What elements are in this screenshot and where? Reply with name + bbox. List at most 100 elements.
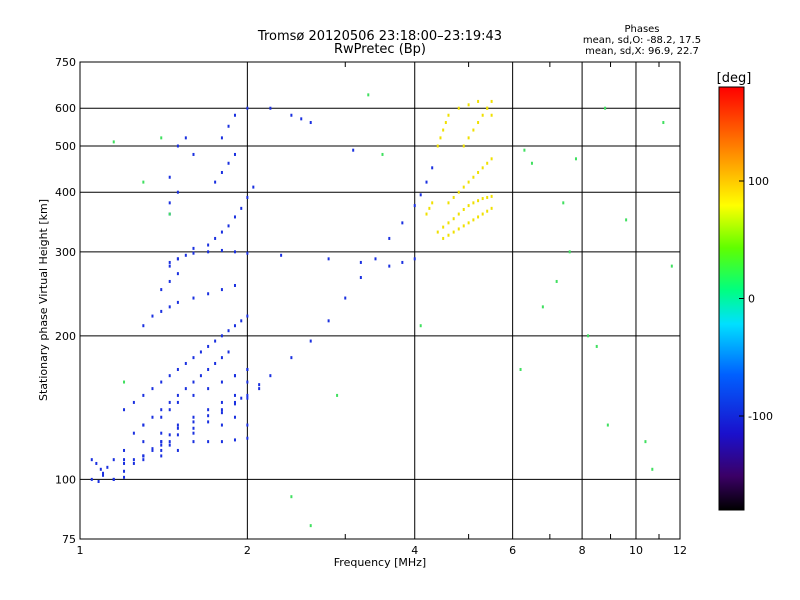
data-point-O (234, 416, 236, 419)
phases-title: Phases (624, 24, 659, 35)
data-point-noise (651, 468, 653, 471)
data-point-X (442, 226, 444, 229)
x-tick-label: 6 (509, 544, 516, 557)
data-point-O (401, 221, 403, 224)
data-point-O (98, 480, 100, 483)
data-point-O (240, 319, 242, 322)
data-point-O (185, 387, 187, 390)
data-point-O (192, 440, 194, 443)
x-tick-label: 1 (77, 544, 84, 557)
data-point-noise (336, 394, 338, 397)
data-point-O (142, 324, 144, 327)
data-point-O (221, 408, 223, 411)
data-point-X (428, 207, 430, 210)
data-point-O (177, 191, 179, 194)
data-point-O (228, 162, 230, 165)
data-point-X (482, 166, 484, 169)
data-point-O (160, 432, 162, 435)
data-point-noise (523, 149, 525, 152)
data-point-O (169, 261, 171, 264)
data-point-X (491, 100, 493, 103)
data-point-O (169, 440, 171, 443)
data-point-O (169, 401, 171, 404)
data-point-X (439, 136, 441, 139)
data-point-O (160, 310, 162, 313)
data-point-X (453, 231, 455, 234)
data-point-O (142, 454, 144, 457)
chart-subtitle: RwPretec (Bp) (334, 42, 426, 57)
data-point-O (221, 440, 223, 443)
data-point-O (246, 368, 248, 371)
data-point-X (472, 129, 474, 132)
data-point-X (463, 186, 465, 189)
data-point-noise (556, 280, 558, 283)
data-point-O (352, 149, 354, 152)
data-point-O (133, 401, 135, 404)
data-point-O (221, 401, 223, 404)
data-point-O (185, 254, 187, 257)
data-point-O (160, 381, 162, 384)
data-point-O (123, 458, 125, 461)
data-point-O (169, 201, 171, 204)
data-point-O (207, 440, 209, 443)
colorbar-tick-label: 0 (748, 293, 755, 306)
data-point-O (169, 444, 171, 447)
data-point-O (234, 374, 236, 377)
ionogram-chart: 1 2 4 6 8 10 12 75100200300400500600750 Tromsø… (0, 0, 800, 600)
data-point-O (246, 315, 248, 318)
data-point-O (414, 204, 416, 207)
data-point-O (269, 107, 271, 110)
data-point-O (300, 117, 302, 120)
data-point-O (142, 424, 144, 427)
data-point-O (388, 237, 390, 240)
data-point-X (491, 195, 493, 198)
data-point-X (458, 213, 460, 216)
data-point-O (91, 458, 93, 461)
data-point-O (246, 397, 248, 400)
data-point-noise (587, 334, 589, 337)
phases-line-o: mean, sd,O: -88.2, 17.5 (583, 35, 701, 46)
data-point-O (113, 478, 115, 481)
data-point-O (177, 257, 179, 260)
data-point-noise (671, 265, 673, 268)
data-point-X (482, 197, 484, 200)
data-point-O (328, 257, 330, 260)
data-point-O (200, 350, 202, 353)
data-point-O (234, 250, 236, 253)
data-point-X (482, 114, 484, 117)
data-point-X (477, 121, 479, 124)
x-axis-label: Frequency [MHz] (334, 556, 426, 569)
data-point-X (442, 237, 444, 240)
data-point-O (192, 427, 194, 430)
data-point-noise (607, 424, 609, 427)
data-point-O (414, 257, 416, 260)
data-point-O (169, 374, 171, 377)
data-point-O (420, 193, 422, 196)
data-point-O (142, 440, 144, 443)
data-point-O (95, 462, 97, 465)
data-point-O (240, 397, 242, 400)
data-point-O (310, 340, 312, 343)
data-point-noise (531, 162, 533, 165)
data-point-X (472, 218, 474, 221)
data-point-O (214, 362, 216, 365)
data-point-O (192, 394, 194, 397)
data-point-O (234, 153, 236, 156)
data-point-O (246, 196, 248, 199)
data-point-noise (644, 440, 646, 443)
colorbar-tick-label: 100 (748, 175, 769, 188)
data-point-O (160, 440, 162, 443)
data-point-X (491, 207, 493, 210)
data-point-O (177, 433, 179, 436)
data-point-noise (420, 324, 422, 327)
data-point-O (177, 427, 179, 430)
data-point-noise (562, 201, 564, 204)
data-point-O (160, 408, 162, 411)
data-point-O (269, 374, 271, 377)
data-point-X (447, 234, 449, 237)
data-point-O (207, 292, 209, 295)
data-point-X (468, 204, 470, 207)
data-point-X (486, 210, 488, 213)
data-point-O (177, 394, 179, 397)
data-point-O (207, 250, 209, 253)
